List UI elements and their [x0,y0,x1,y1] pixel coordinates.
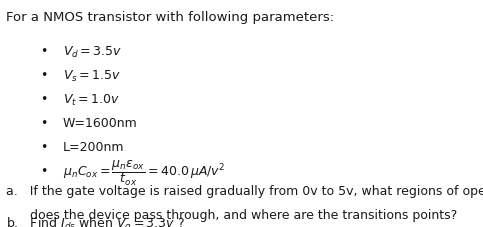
Text: $V_d = 3.5v$: $V_d = 3.5v$ [63,45,122,61]
Text: L=200nm: L=200nm [63,141,124,154]
Text: W=1600nm: W=1600nm [63,117,138,130]
Text: For a NMOS transistor with following parameters:: For a NMOS transistor with following par… [6,11,334,24]
Text: •: • [40,69,47,82]
Text: does the device pass through, and where are the transitions points?: does the device pass through, and where … [6,209,457,222]
Text: •: • [40,93,47,106]
Text: b.   Find $I_{ds}$ when $V_g = 3.3v$ ?: b. Find $I_{ds}$ when $V_g = 3.3v$ ? [6,216,185,227]
Text: •: • [40,45,47,58]
Text: •: • [40,141,47,154]
Text: •: • [40,117,47,130]
Text: $V_t = 1.0v$: $V_t = 1.0v$ [63,93,120,108]
Text: $\mu_n C_{ox} = \dfrac{\mu_n \varepsilon_{ox}}{t_{ox}} = 40.0\,\mu A/v^2$: $\mu_n C_{ox} = \dfrac{\mu_n \varepsilon… [63,159,225,188]
Text: •: • [40,165,47,178]
Text: a.   If the gate voltage is raised gradually from 0v to 5v, what regions of oper: a. If the gate voltage is raised gradual… [6,185,483,198]
Text: $V_s = 1.5v$: $V_s = 1.5v$ [63,69,121,84]
